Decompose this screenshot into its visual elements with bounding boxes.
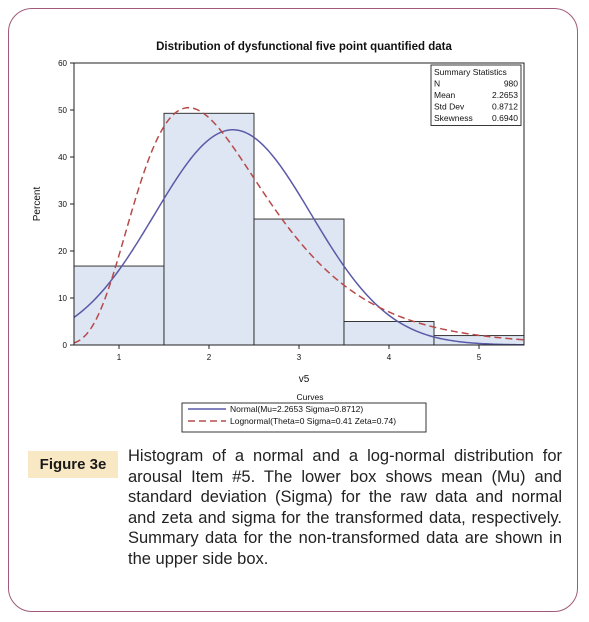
summary-box-frame [430, 64, 522, 126]
x-tick-label: 5 [477, 353, 482, 362]
plot-area: 0 10 20 30 40 50 60 1 2 3 4 5 [58, 59, 525, 362]
histogram-bar [253, 218, 345, 346]
chart-panel: Distribution of dysfunctional five point… [26, 30, 562, 440]
summary-row-label: Skewness [434, 113, 473, 123]
summary-row-value: 980 [504, 79, 518, 89]
figure-caption: Histogram of a normal and a log-normal d… [128, 447, 562, 568]
summary-row-value: 0.8712 [492, 102, 518, 112]
y-tick-label: 30 [58, 200, 67, 209]
x-axis-label: v5 [299, 374, 310, 385]
histogram-bar [163, 112, 255, 346]
figure-label: Figure 3e [28, 451, 118, 478]
histogram-chart: Distribution of dysfunctional five point… [26, 30, 562, 440]
normal-legend-label: Normal(Mu=2.2653 Sigma=0.8712) [230, 404, 363, 414]
x-tick-label: 1 [117, 353, 122, 362]
summary-statistics-box: Summary Statistics N 980 Mean 2.2653 Std Dev 0… [430, 64, 522, 126]
chart-title: Distribution of dysfunctional five point… [156, 41, 452, 53]
y-tick-label: 10 [58, 294, 67, 303]
legend-frame [181, 402, 427, 433]
legend-title: Curves [297, 392, 324, 402]
y-tick-label: 0 [63, 341, 68, 350]
x-tick-label: 3 [297, 353, 302, 362]
summary-row-label: Mean [434, 90, 456, 100]
y-tick-label: 50 [58, 106, 67, 115]
y-axis-label: Percent [32, 187, 43, 222]
summary-row-label: N [434, 79, 440, 89]
lognormal-legend-label: Lognormal(Theta=0 Sigma=0.41 Zeta=0.74) [230, 416, 396, 426]
y-tick-label: 60 [58, 59, 67, 68]
x-tick-label: 2 [207, 353, 212, 362]
curves-legend: Curves Normal(Mu=2.2653 Sigma=0.8712) Logn… [181, 392, 427, 433]
summary-title: Summary Statistics [434, 67, 507, 77]
summary-row-value: 0.6940 [492, 113, 518, 123]
summary-row-label: Std Dev [434, 102, 465, 112]
x-tick-label: 4 [387, 353, 392, 362]
summary-row-value: 2.2653 [492, 90, 518, 100]
y-tick-label: 20 [58, 247, 67, 256]
normal-curve [73, 129, 525, 346]
lognormal-curve [73, 106, 525, 344]
y-tick-label: 40 [58, 153, 67, 162]
